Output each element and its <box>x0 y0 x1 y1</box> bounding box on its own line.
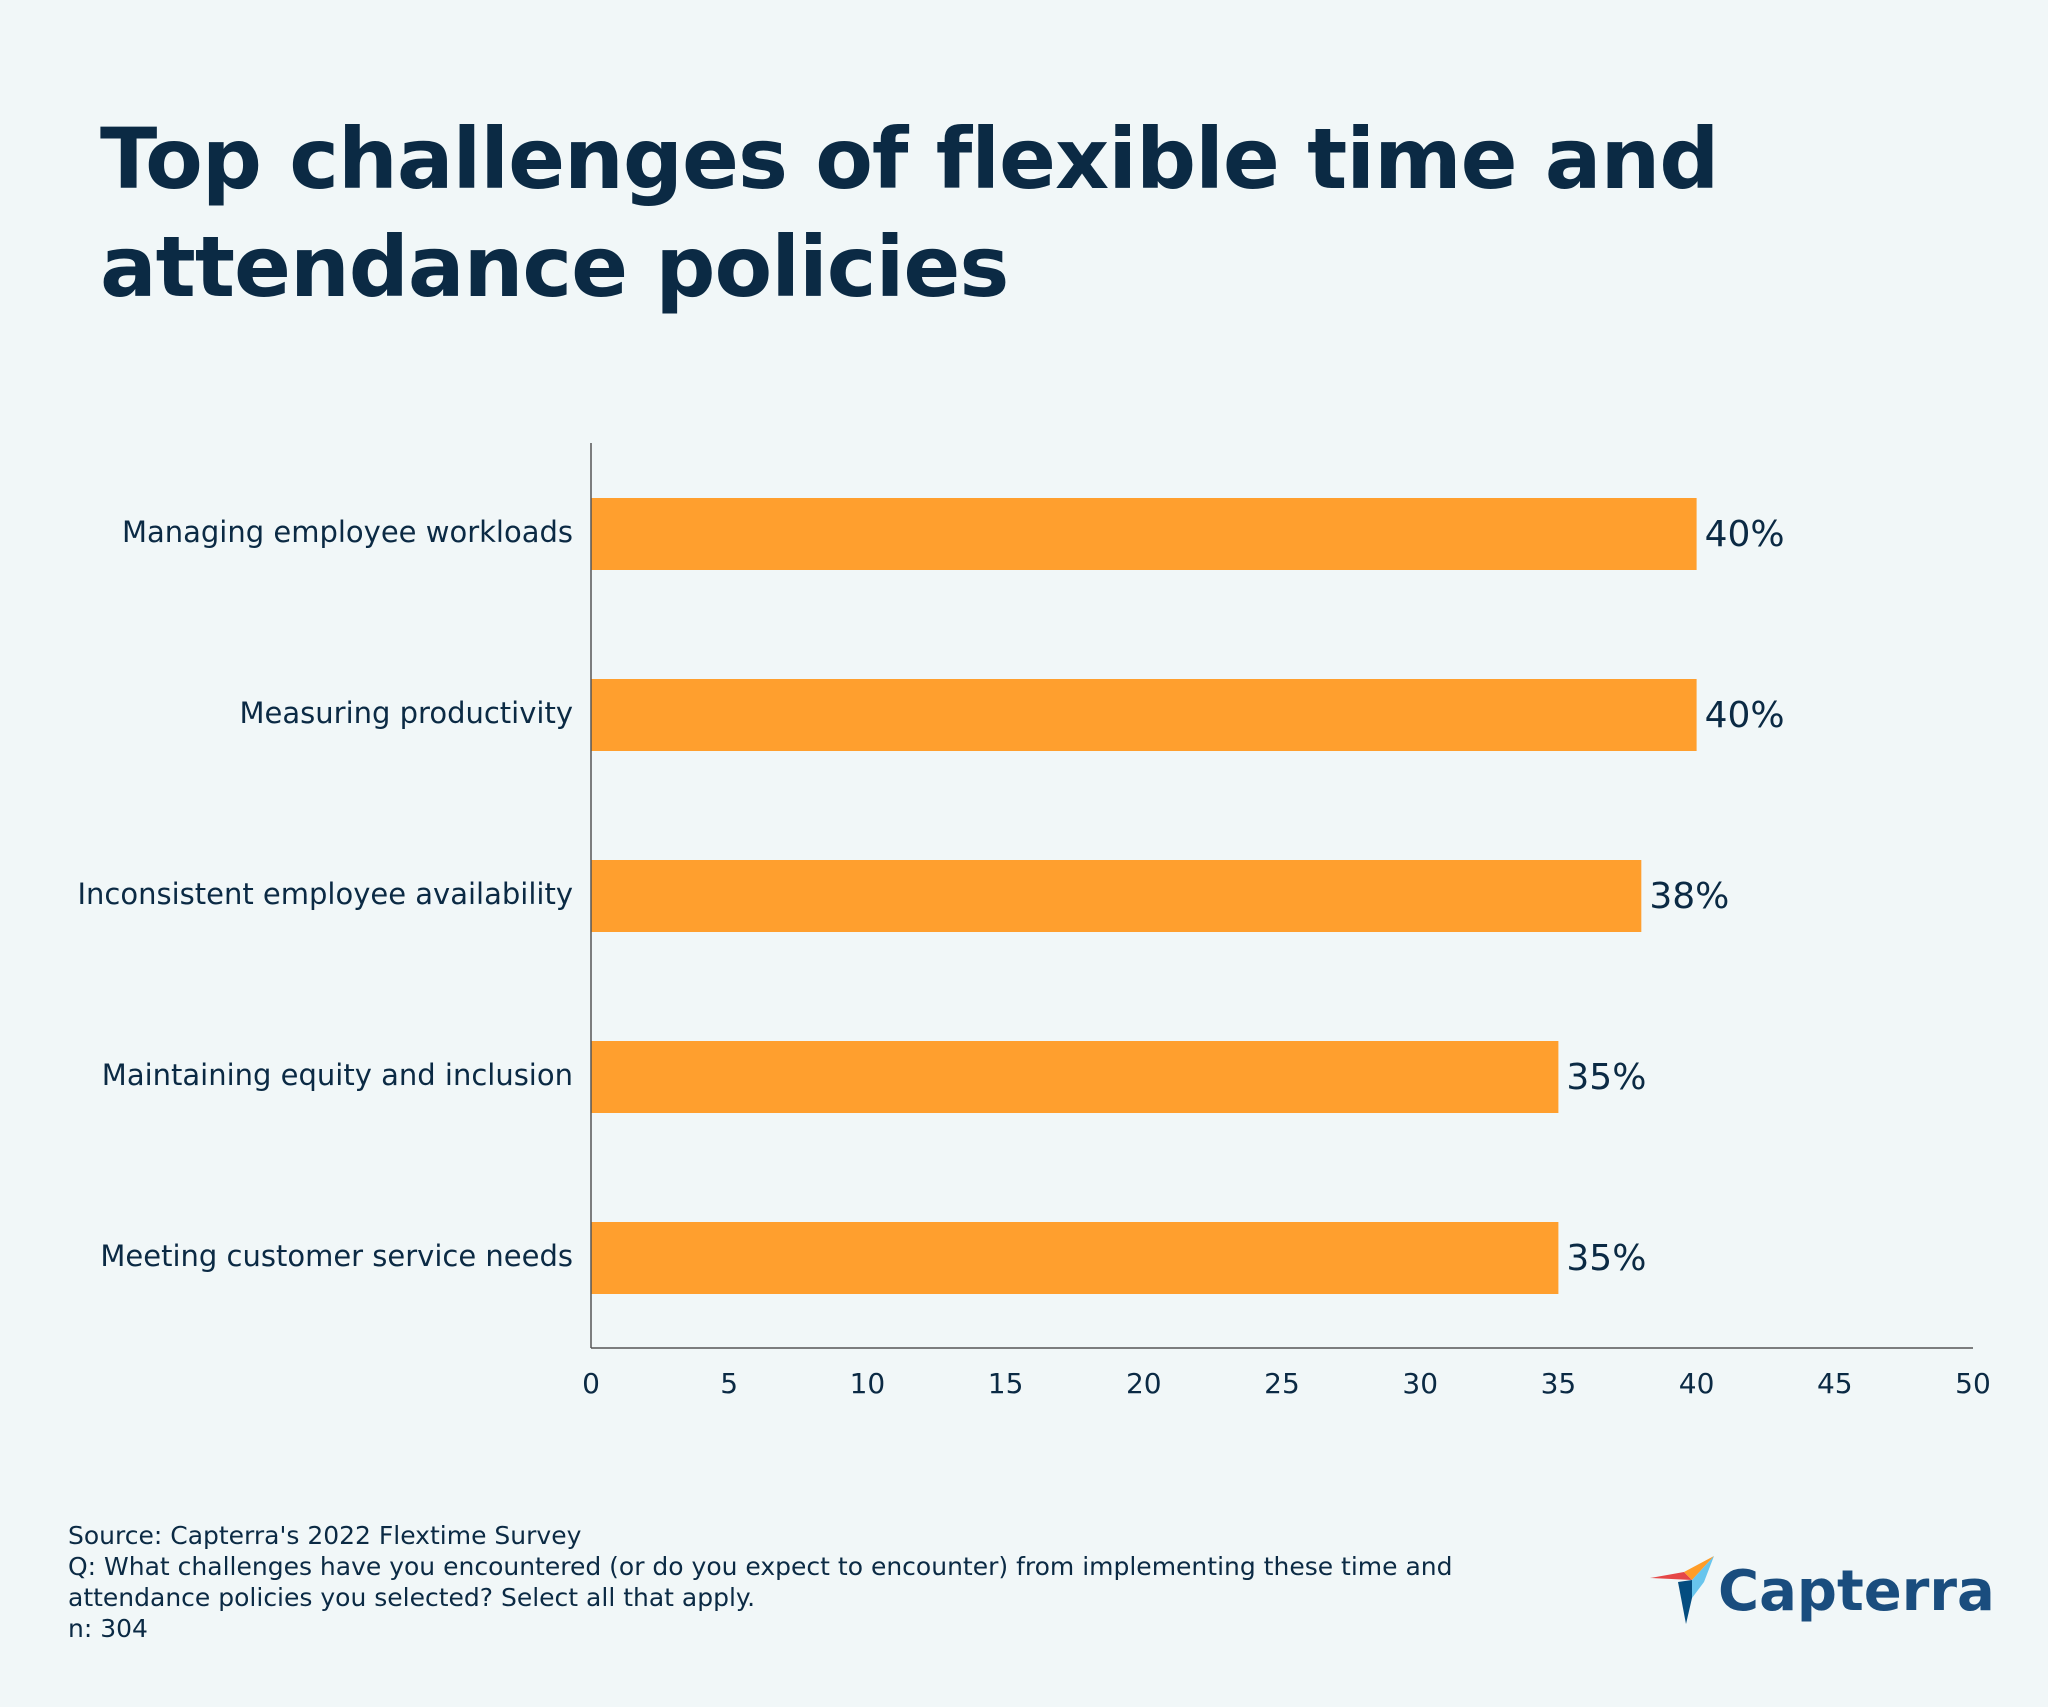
value-label-2: 40% <box>1705 695 1785 736</box>
category-label-2: Measuring productivity <box>240 696 573 730</box>
category-label-4: Maintaining equity and inclusion <box>102 1058 573 1092</box>
x-tick-label-20: 20 <box>1126 1367 1162 1400</box>
labels-layer: Managing employee workloads 40% Measuring … <box>77 514 1990 1400</box>
x-tick-label-0: 0 <box>582 1367 600 1400</box>
source-note: Source: Capterra's 2022 Flextime Survey <box>68 1521 582 1550</box>
question-note-line-2: attendance policies you selected? Select… <box>68 1583 756 1612</box>
x-tick-label-30: 30 <box>1402 1367 1438 1400</box>
category-label-3: Inconsistent employee availability <box>77 877 573 911</box>
value-label-5: 35% <box>1566 1238 1646 1279</box>
x-tick-label-5: 5 <box>720 1367 738 1400</box>
logo-shape-orange <box>1684 1556 1714 1580</box>
footer-notes: Source: Capterra's 2022 Flextime Survey … <box>68 1520 1528 1644</box>
x-tick-label-25: 25 <box>1264 1367 1300 1400</box>
x-tick-label-10: 10 <box>850 1367 886 1400</box>
logo-text: Capterra <box>1718 1559 1995 1624</box>
value-label-1: 40% <box>1705 514 1785 555</box>
logo-shape-lightblue <box>1692 1556 1714 1598</box>
value-label-4: 35% <box>1566 1057 1646 1098</box>
category-label-1: Managing employee workloads <box>122 515 573 549</box>
capterra-arrow-icon <box>1650 1556 1714 1624</box>
bars-layer <box>591 498 1697 1294</box>
value-label-3: 38% <box>1649 876 1729 917</box>
axes-layer <box>590 443 1973 1349</box>
bar-5 <box>591 1222 1559 1294</box>
sample-size-note: n: 304 <box>68 1614 148 1643</box>
question-note-line-1: Q: What challenges have you encountered … <box>68 1552 1453 1581</box>
x-tick-label-15: 15 <box>988 1367 1024 1400</box>
bar-4 <box>591 1041 1559 1113</box>
category-label-5: Meeting customer service needs <box>100 1239 573 1273</box>
x-tick-label-35: 35 <box>1541 1367 1577 1400</box>
x-tick-label-50: 50 <box>1955 1367 1991 1400</box>
bar-2 <box>591 679 1697 751</box>
bar-3 <box>591 860 1642 932</box>
capterra-logo: Capterra <box>1648 1552 1995 1632</box>
bar-1 <box>591 498 1697 570</box>
page-title: Top challenges of flexible time and atte… <box>100 110 1719 316</box>
x-tick-label-45: 45 <box>1817 1367 1853 1400</box>
logo-shape-darkblue <box>1678 1580 1692 1624</box>
x-tick-label-40: 40 <box>1679 1367 1715 1400</box>
logo-shape-red <box>1650 1572 1692 1580</box>
